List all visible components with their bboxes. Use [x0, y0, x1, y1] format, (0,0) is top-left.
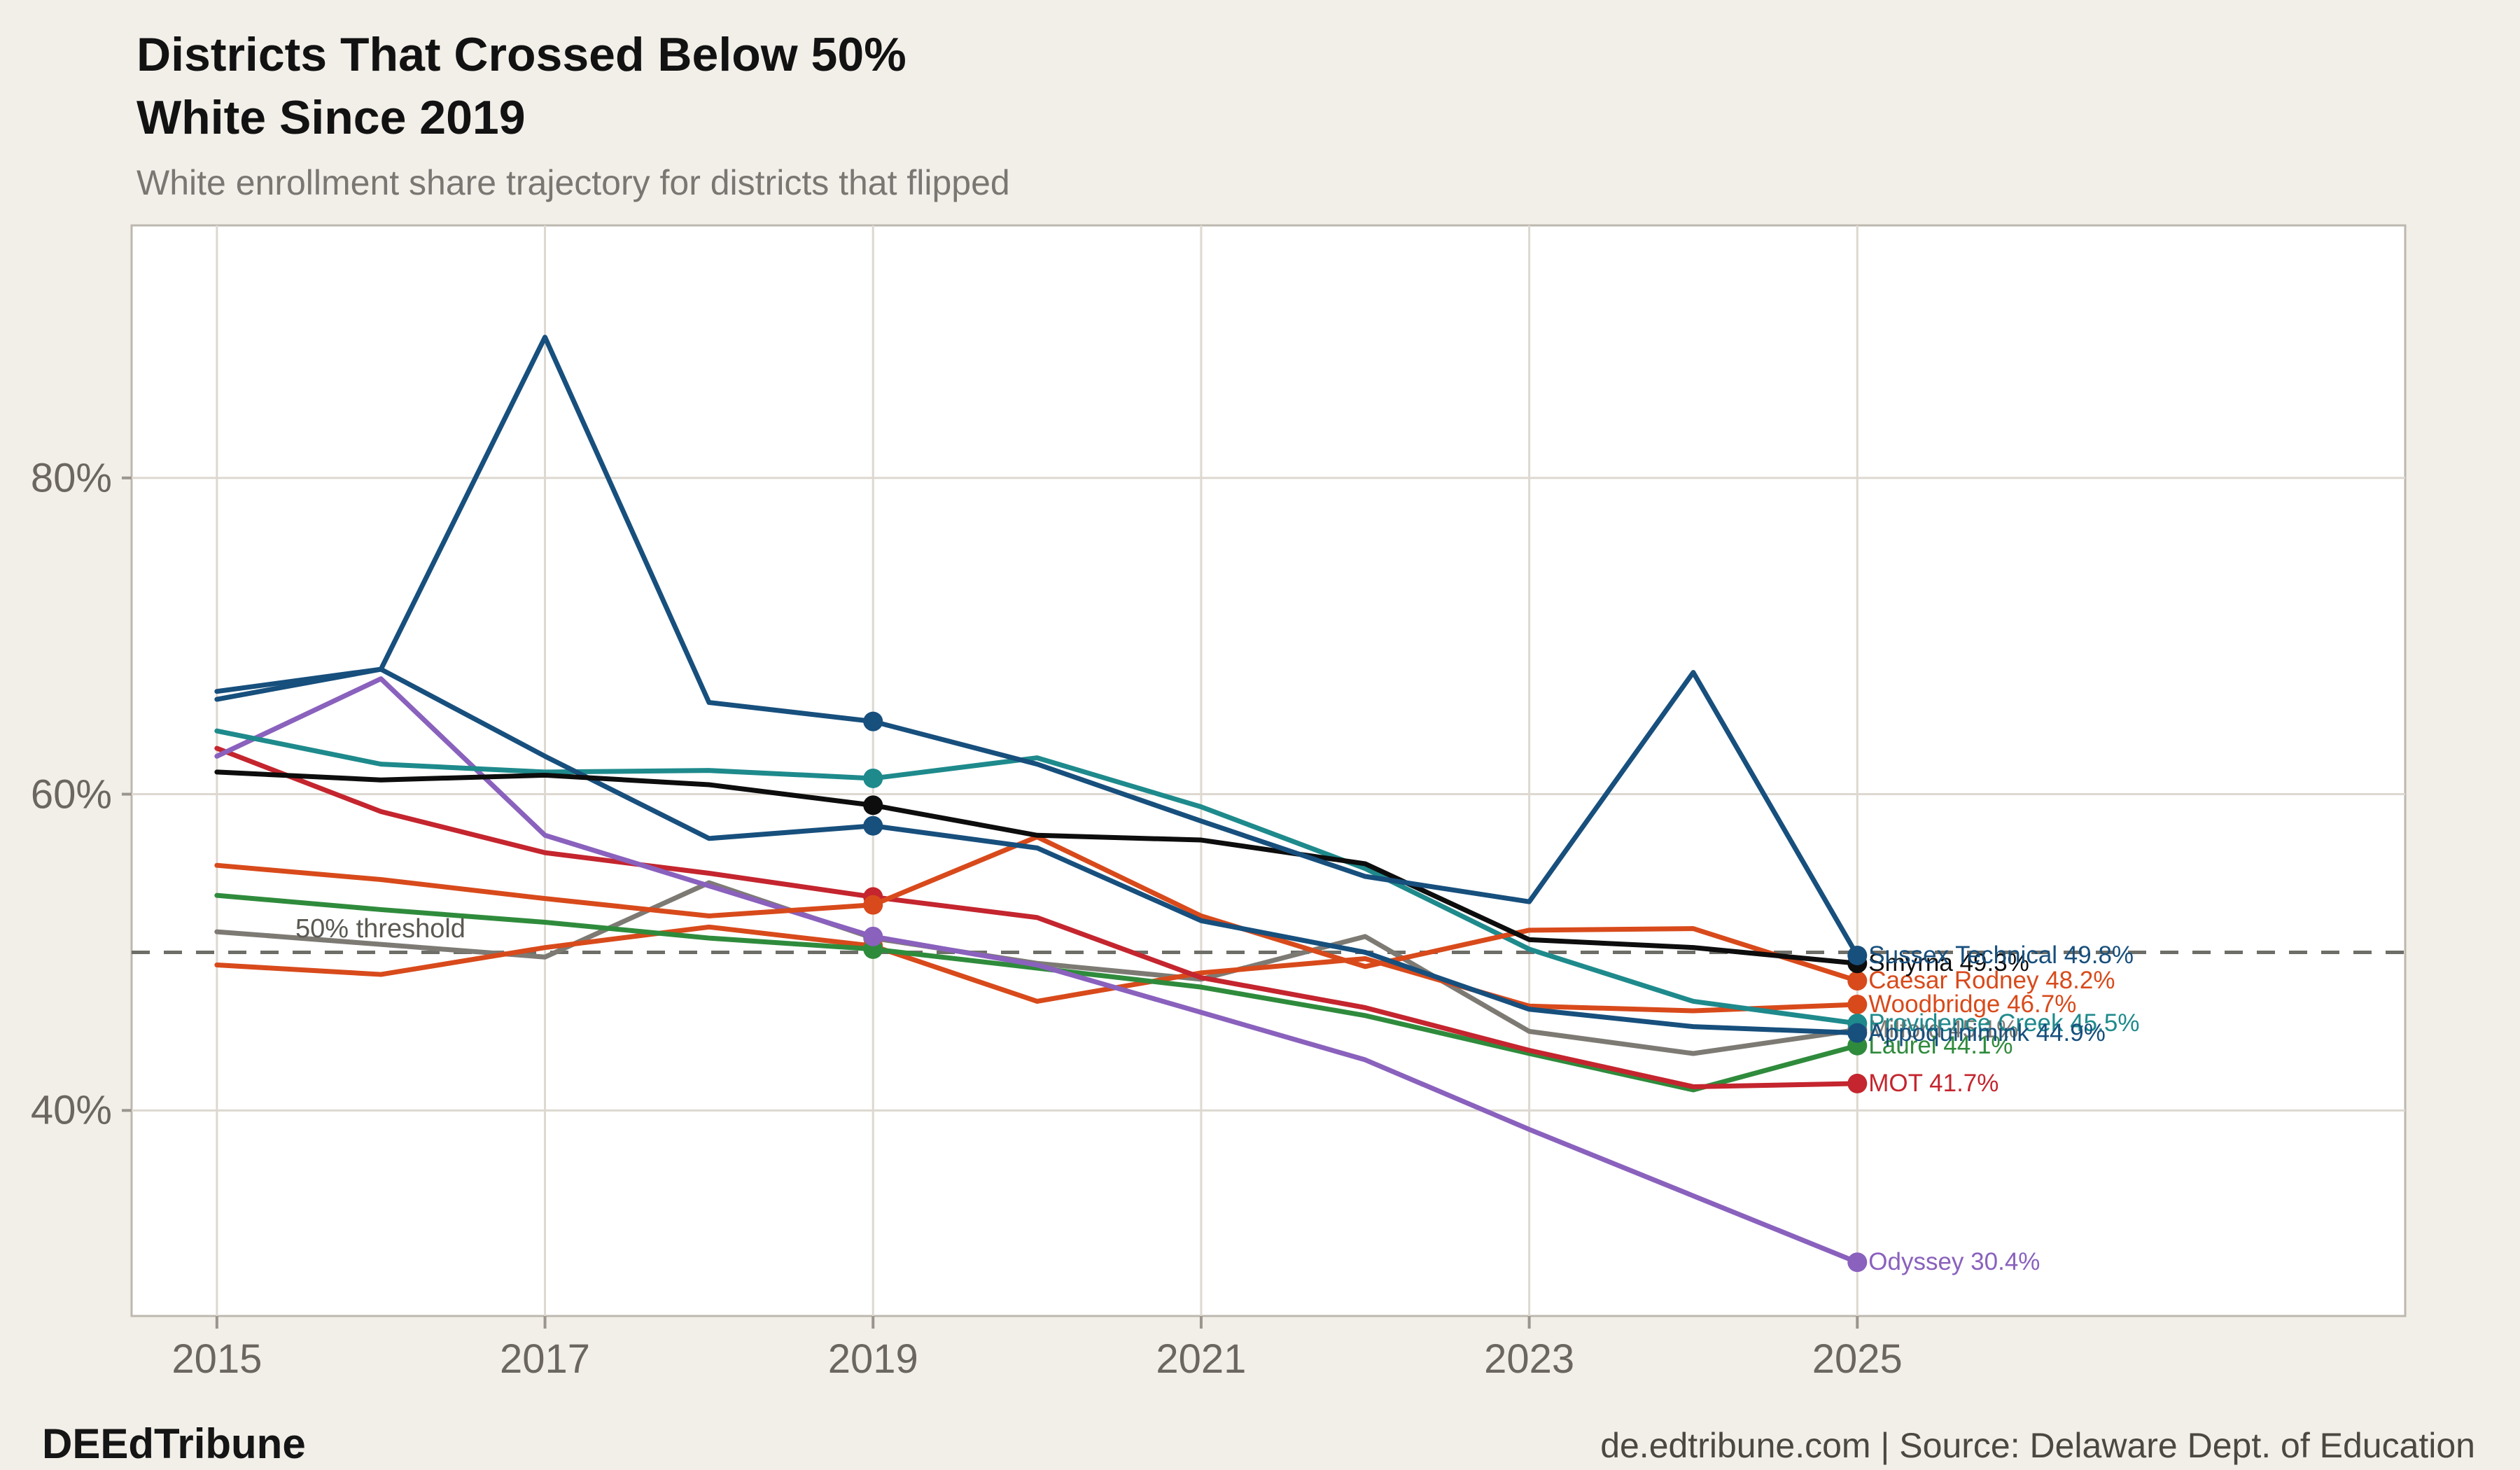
- series-line-odyssey: [214, 676, 1860, 1265]
- y-axis-label-80: 80%: [30, 455, 112, 501]
- series-marker-smyrna-2019: [863, 795, 883, 816]
- end-label-smyrna: Smyrna 49.3%: [1868, 949, 2029, 977]
- series-marker-sussex-technical-2025: [1847, 945, 1868, 965]
- series-line-appoquinimink: [214, 666, 1860, 1036]
- x-axis-label-2019: 2019: [827, 1336, 918, 1382]
- page-title-line2: White Since 2019: [136, 90, 526, 144]
- series-marker-caesar-rodney-2025: [1847, 971, 1868, 991]
- series-marker-odyssey-2025: [1847, 1252, 1868, 1273]
- footer-source: de.edtribune.com | Source: Delaware Dept…: [1600, 1426, 2475, 1465]
- end-label-woodbridge: Woodbridge 46.7%: [1868, 990, 2077, 1018]
- series-line-mot: [214, 746, 1860, 1089]
- series-marker-providence-creek-2019: [863, 768, 883, 788]
- x-axis-label-2015: 2015: [172, 1336, 262, 1382]
- series-marker-woodbridge-2025: [1847, 994, 1868, 1014]
- x-axis-label-2023: 2023: [1484, 1336, 1575, 1382]
- series-marker-appoquinimink-2025: [1847, 1023, 1868, 1043]
- series-marker-odyssey-2019: [863, 926, 883, 946]
- end-label-appoquinimink: Appoquinimink 44.9%: [1868, 1018, 2106, 1046]
- series-marker-appoquinimink-2019: [863, 816, 883, 836]
- series-marker-sussex-technical-2019: [863, 711, 883, 732]
- series-line-sussex-technical: [214, 335, 1860, 958]
- threshold-label: 50% threshold: [295, 914, 465, 944]
- end-label-providence-creek: Providence Creek 45.5%: [1868, 1009, 2140, 1037]
- end-label-milford: Milford 45.1%: [1868, 1016, 2019, 1044]
- end-label-mot: MOT 41.7%: [1868, 1069, 1999, 1097]
- series-line-woodbridge: [214, 924, 1860, 1014]
- page-title: Districts That Crossed Below 50% White S…: [136, 24, 906, 150]
- series-marker-caesar-rodney-2019: [863, 895, 883, 915]
- footer-brand: DEEdTribune: [42, 1420, 306, 1467]
- end-label-odyssey: Odyssey 30.4%: [1868, 1248, 2040, 1276]
- page-subtitle: White enrollment share trajectory for di…: [136, 163, 1010, 202]
- end-label-caesar-rodney: Caesar Rodney 48.2%: [1868, 967, 2115, 995]
- y-axis-label-60: 60%: [30, 771, 112, 818]
- series-marker-mot-2025: [1847, 1073, 1868, 1093]
- end-label-laurel: Laurel 44.1%: [1868, 1031, 2013, 1059]
- series-line-laurel: [214, 892, 1860, 1093]
- series-line-smyrna: [214, 769, 1860, 966]
- end-label-sussex-technical: Sussex Technical 49.8%: [1868, 941, 2134, 969]
- series-line-providence-creek: [214, 728, 1860, 1026]
- y-axis-label-40: 40%: [30, 1087, 112, 1133]
- x-axis-label-2017: 2017: [500, 1336, 591, 1382]
- page-title-line1: Districts That Crossed Below 50%: [136, 28, 906, 81]
- x-axis-label-2025: 2025: [1812, 1336, 1903, 1382]
- x-axis-label-2021: 2021: [1156, 1336, 1247, 1382]
